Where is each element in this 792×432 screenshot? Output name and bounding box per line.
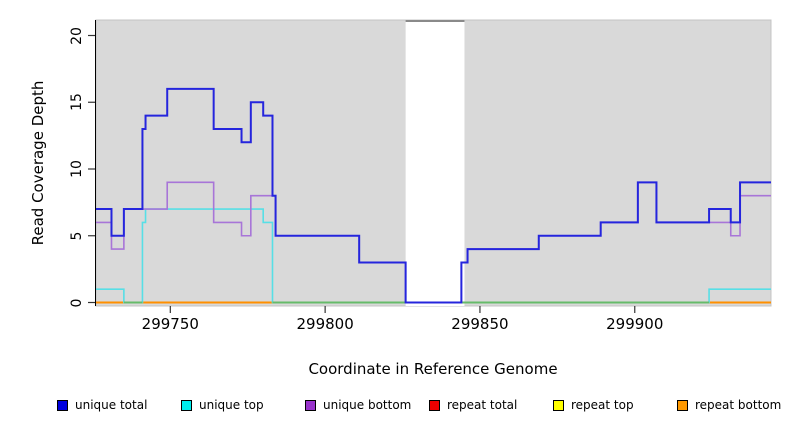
legend-item-label: unique bottom [323,398,412,412]
series-line-unique-total [96,87,771,304]
legend-item: repeat top [553,398,634,412]
legend-swatch-unique-top [181,399,192,411]
y-tick-label: 10 [69,160,85,178]
legend-swatch-repeat-top [553,399,564,411]
legend-item-label: repeat top [571,398,634,412]
legend-item-label: repeat total [447,398,518,412]
legend-item: unique bottom [305,398,411,412]
legend-swatch-unique-bottom [305,399,316,411]
legend-item: repeat bottom [677,398,781,412]
x-tick-label: 299750 [141,315,199,333]
x-tick-label: 299800 [296,315,354,333]
x-axis-title: Coordinate in Reference Genome [308,360,558,378]
x-tick-label: 299900 [606,315,664,333]
legend-item: unique top [181,398,264,412]
y-tick-label: 5 [69,231,85,241]
y-tick-label: 0 [69,298,85,307]
legend-item: unique total [57,398,147,412]
y-axis-title: Read Coverage Depth [29,80,47,246]
legend-item-label: unique top [199,398,264,412]
legend-swatch-repeat-total [429,399,440,411]
y-tick-label: 20 [69,26,85,45]
legend-item: repeat total [429,398,517,412]
legend-swatch-repeat-bottom [677,399,688,411]
y-tick-label: 15 [69,93,85,112]
masked-gap-region [405,22,465,306]
legend-swatch-unique-total [57,399,68,411]
legend-item-label: unique total [75,398,148,412]
x-tick-label: 299850 [451,315,509,333]
legend-item-label: repeat bottom [695,398,782,412]
masked-gap-top-bar [405,20,465,22]
